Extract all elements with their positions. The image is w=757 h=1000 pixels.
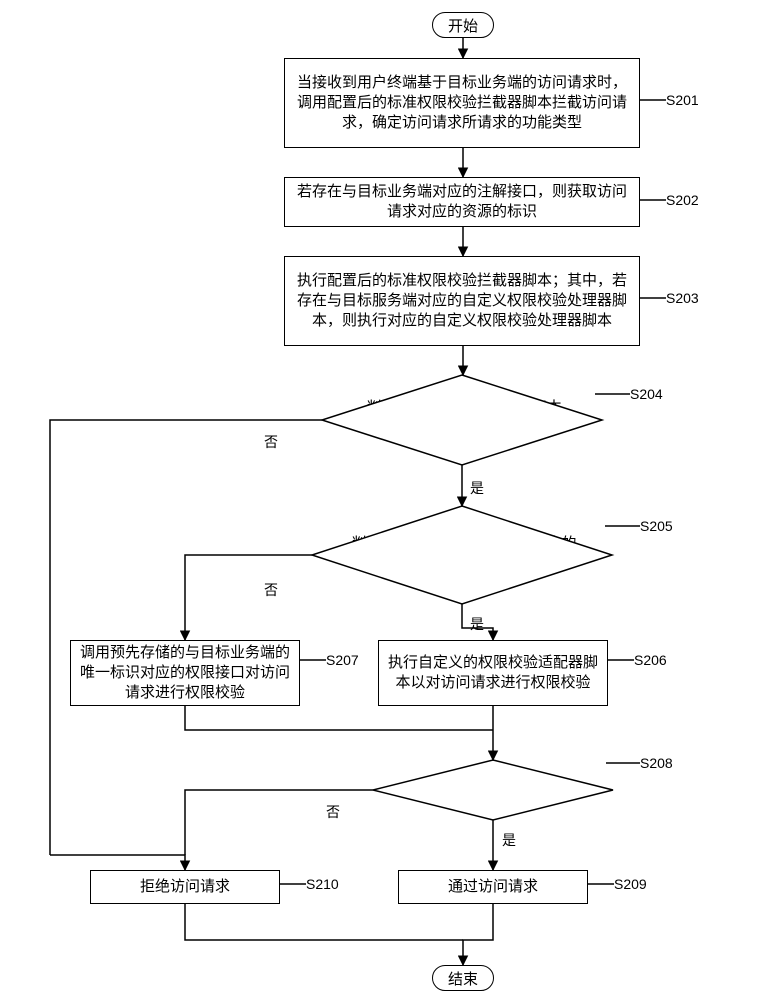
step-label-s210: S210 bbox=[306, 876, 339, 892]
process-s209: 通过访问请求 bbox=[398, 870, 588, 904]
step-label-s203: S203 bbox=[666, 290, 699, 306]
start-terminator: 开始 bbox=[432, 12, 494, 38]
step-label-s204: S204 bbox=[630, 386, 663, 402]
edge-label-d208-yes: 是 bbox=[502, 830, 516, 850]
decision-s204-text: 判断标准权限校验拦截器脚本中各拦截器是否均通过 bbox=[366, 398, 562, 437]
end-terminator: 结束 bbox=[432, 965, 494, 991]
step-label-s208: S208 bbox=[640, 755, 673, 771]
process-s202-text: 若存在与目标业务端对应的注解接口，则获取访问请求对应的资源的标识 bbox=[293, 182, 631, 223]
process-s206: 执行自定义的权限校验适配器脚本以对访问请求进行权限校验 bbox=[378, 640, 608, 706]
edge-label-d205-no: 否 bbox=[264, 580, 278, 600]
process-s210: 拒绝访问请求 bbox=[90, 870, 280, 904]
process-s207-text: 调用预先存储的与目标业务端的唯一标识对应的权限接口对访问请求进行权限校验 bbox=[79, 643, 291, 704]
edge-label-d205-yes: 是 bbox=[470, 614, 484, 634]
process-s203: 执行配置后的标准权限校验拦截器脚本；其中，若存在与目标服务端对应的自定义权限校验… bbox=[284, 256, 640, 346]
process-s209-text: 通过访问请求 bbox=[448, 877, 538, 897]
process-s201: 当接收到用户终端基于目标业务端的访问请求时，调用配置后的标准权限校验拦截器脚本拦… bbox=[284, 58, 640, 148]
edge-left-bus-to-p210 bbox=[50, 855, 185, 870]
edge-d208-no-to-p210 bbox=[185, 790, 373, 855]
edge-label-d204-no: 否 bbox=[264, 432, 278, 452]
step-label-s207: S207 bbox=[326, 652, 359, 668]
start-text: 开始 bbox=[448, 15, 478, 36]
step-label-s201: S201 bbox=[666, 92, 699, 108]
process-s206-text: 执行自定义的权限校验适配器脚本以对访问请求进行权限校验 bbox=[387, 653, 599, 694]
process-s210-text: 拒绝访问请求 bbox=[140, 877, 230, 897]
edge-d205-no-to-p207 bbox=[185, 555, 312, 640]
step-label-s206: S206 bbox=[634, 652, 667, 668]
process-s207: 调用预先存储的与目标业务端的唯一标识对应的权限接口对访问请求进行权限校验 bbox=[70, 640, 300, 706]
decision-s205-text: 判断是否存在与目标业务端对应的自定义的权限校验适配器脚本 bbox=[350, 534, 578, 573]
end-text: 结束 bbox=[448, 968, 478, 989]
step-label-s209: S209 bbox=[614, 876, 647, 892]
process-s203-text: 执行配置后的标准权限校验拦截器脚本；其中，若存在与目标服务端对应的自定义权限校验… bbox=[293, 271, 631, 332]
edge-label-d204-yes: 是 bbox=[470, 478, 484, 498]
step-label-s205: S205 bbox=[640, 518, 673, 534]
decision-s208-text: 判断权限校验是否通过 bbox=[410, 782, 580, 802]
edge-label-d208-no: 否 bbox=[326, 802, 340, 822]
flowchart-canvas: 开始 结束 当接收到用户终端基于目标业务端的访问请求时，调用配置后的标准权限校验… bbox=[0, 0, 757, 1000]
edge-p210-to-end bbox=[185, 904, 463, 940]
process-s202: 若存在与目标业务端对应的注解接口，则获取访问请求对应的资源的标识 bbox=[284, 177, 640, 227]
edge-d204-no-to-left bbox=[50, 420, 322, 855]
edge-p207-to-merge bbox=[185, 706, 493, 730]
process-s201-text: 当接收到用户终端基于目标业务端的访问请求时，调用配置后的标准权限校验拦截器脚本拦… bbox=[293, 73, 631, 134]
flowchart-wires bbox=[0, 0, 757, 1000]
step-label-s202: S202 bbox=[666, 192, 699, 208]
edge-p209-to-end bbox=[463, 904, 493, 965]
